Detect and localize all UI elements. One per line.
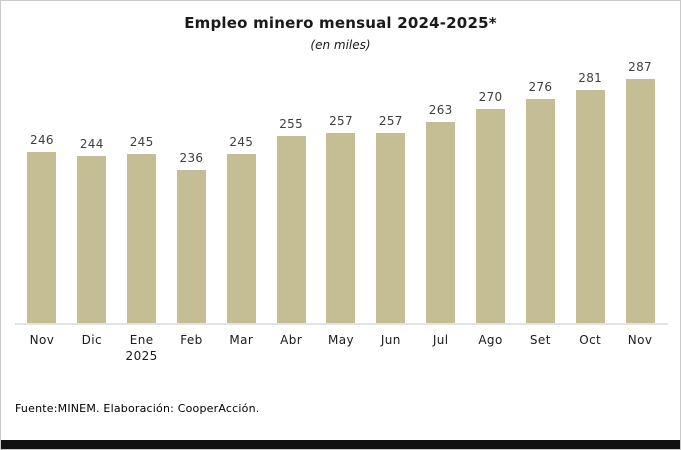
bar-column: 281 (565, 56, 615, 323)
bar-value-label: 287 (628, 60, 652, 74)
bar-column: 246 (17, 56, 67, 323)
x-axis-tick-label: Dic (81, 333, 102, 347)
bar (77, 156, 107, 323)
bar (127, 154, 157, 323)
bar-value-label: 257 (378, 114, 403, 128)
bar-plot-area: 246 244 245 236 245 255 257 257 263 270 276 281 287 (17, 56, 665, 323)
bar (476, 109, 506, 323)
bar (226, 154, 256, 323)
bar (276, 136, 306, 323)
bar-value-label: 245 (229, 135, 254, 149)
chart-title: Empleo minero mensual 2024-2025* (184, 14, 497, 32)
bar-column: 257 (316, 56, 366, 323)
x-axis-tick-label: Nov (29, 333, 55, 347)
bar-value-label: 257 (329, 114, 353, 128)
bar (27, 152, 57, 323)
bar (326, 133, 356, 323)
x-axis-tick-label: Ene 2025 (125, 333, 158, 363)
x-axis-tick-label: Jul (432, 333, 449, 347)
x-axis-tick-label: Ago (478, 333, 503, 347)
x-axis-labels: Nov Dic Ene 2025 Feb Mar Abr May Jun Jul Ago Set Oc… (17, 333, 665, 364)
bar-column: 276 (515, 56, 565, 323)
bar-value-label: 244 (79, 137, 104, 151)
bar-column: 257 (366, 56, 416, 323)
bar-value-label: 270 (478, 90, 503, 104)
bar-value-label: 263 (428, 103, 453, 117)
bar-value-label: 245 (129, 135, 154, 149)
x-axis-tick-label: Abr (280, 333, 303, 347)
bar-column: 287 (615, 56, 665, 323)
bar-value-label: 276 (528, 80, 553, 94)
bottom-black-strip (1, 440, 680, 449)
bar-value-label: 281 (578, 71, 603, 85)
x-axis-tick-label: Mar (229, 333, 254, 347)
source-note: Fuente:MINEM. Elaboración: CooperAcción. (15, 402, 260, 415)
bar-column: 236 (167, 56, 217, 323)
x-axis-line (15, 323, 668, 325)
bar-column: 255 (266, 56, 316, 323)
bar-value-label: 246 (30, 133, 54, 147)
bar-column: 270 (466, 56, 516, 323)
bar-value-label: 255 (279, 117, 304, 131)
bar (625, 79, 655, 323)
bar (525, 99, 555, 323)
bar-column: 263 (416, 56, 466, 323)
x-axis-tick-label: Jun (380, 333, 401, 347)
x-axis-tick-label: Nov (627, 333, 653, 347)
x-axis-tick-label: Feb (180, 333, 203, 347)
bar-value-label: 236 (179, 151, 204, 165)
x-axis-tick-label: Oct (579, 333, 602, 347)
bar (575, 90, 605, 323)
x-axis-tick-label: May (327, 333, 354, 347)
x-axis-tick-label: Set (529, 333, 551, 347)
bar-column: 244 (67, 56, 117, 323)
chart-subtitle: (en miles) (310, 38, 371, 52)
bar (376, 133, 406, 323)
bar (176, 170, 206, 323)
bar (426, 122, 456, 323)
bar-column: 245 (216, 56, 266, 323)
bar-column: 245 (117, 56, 167, 323)
